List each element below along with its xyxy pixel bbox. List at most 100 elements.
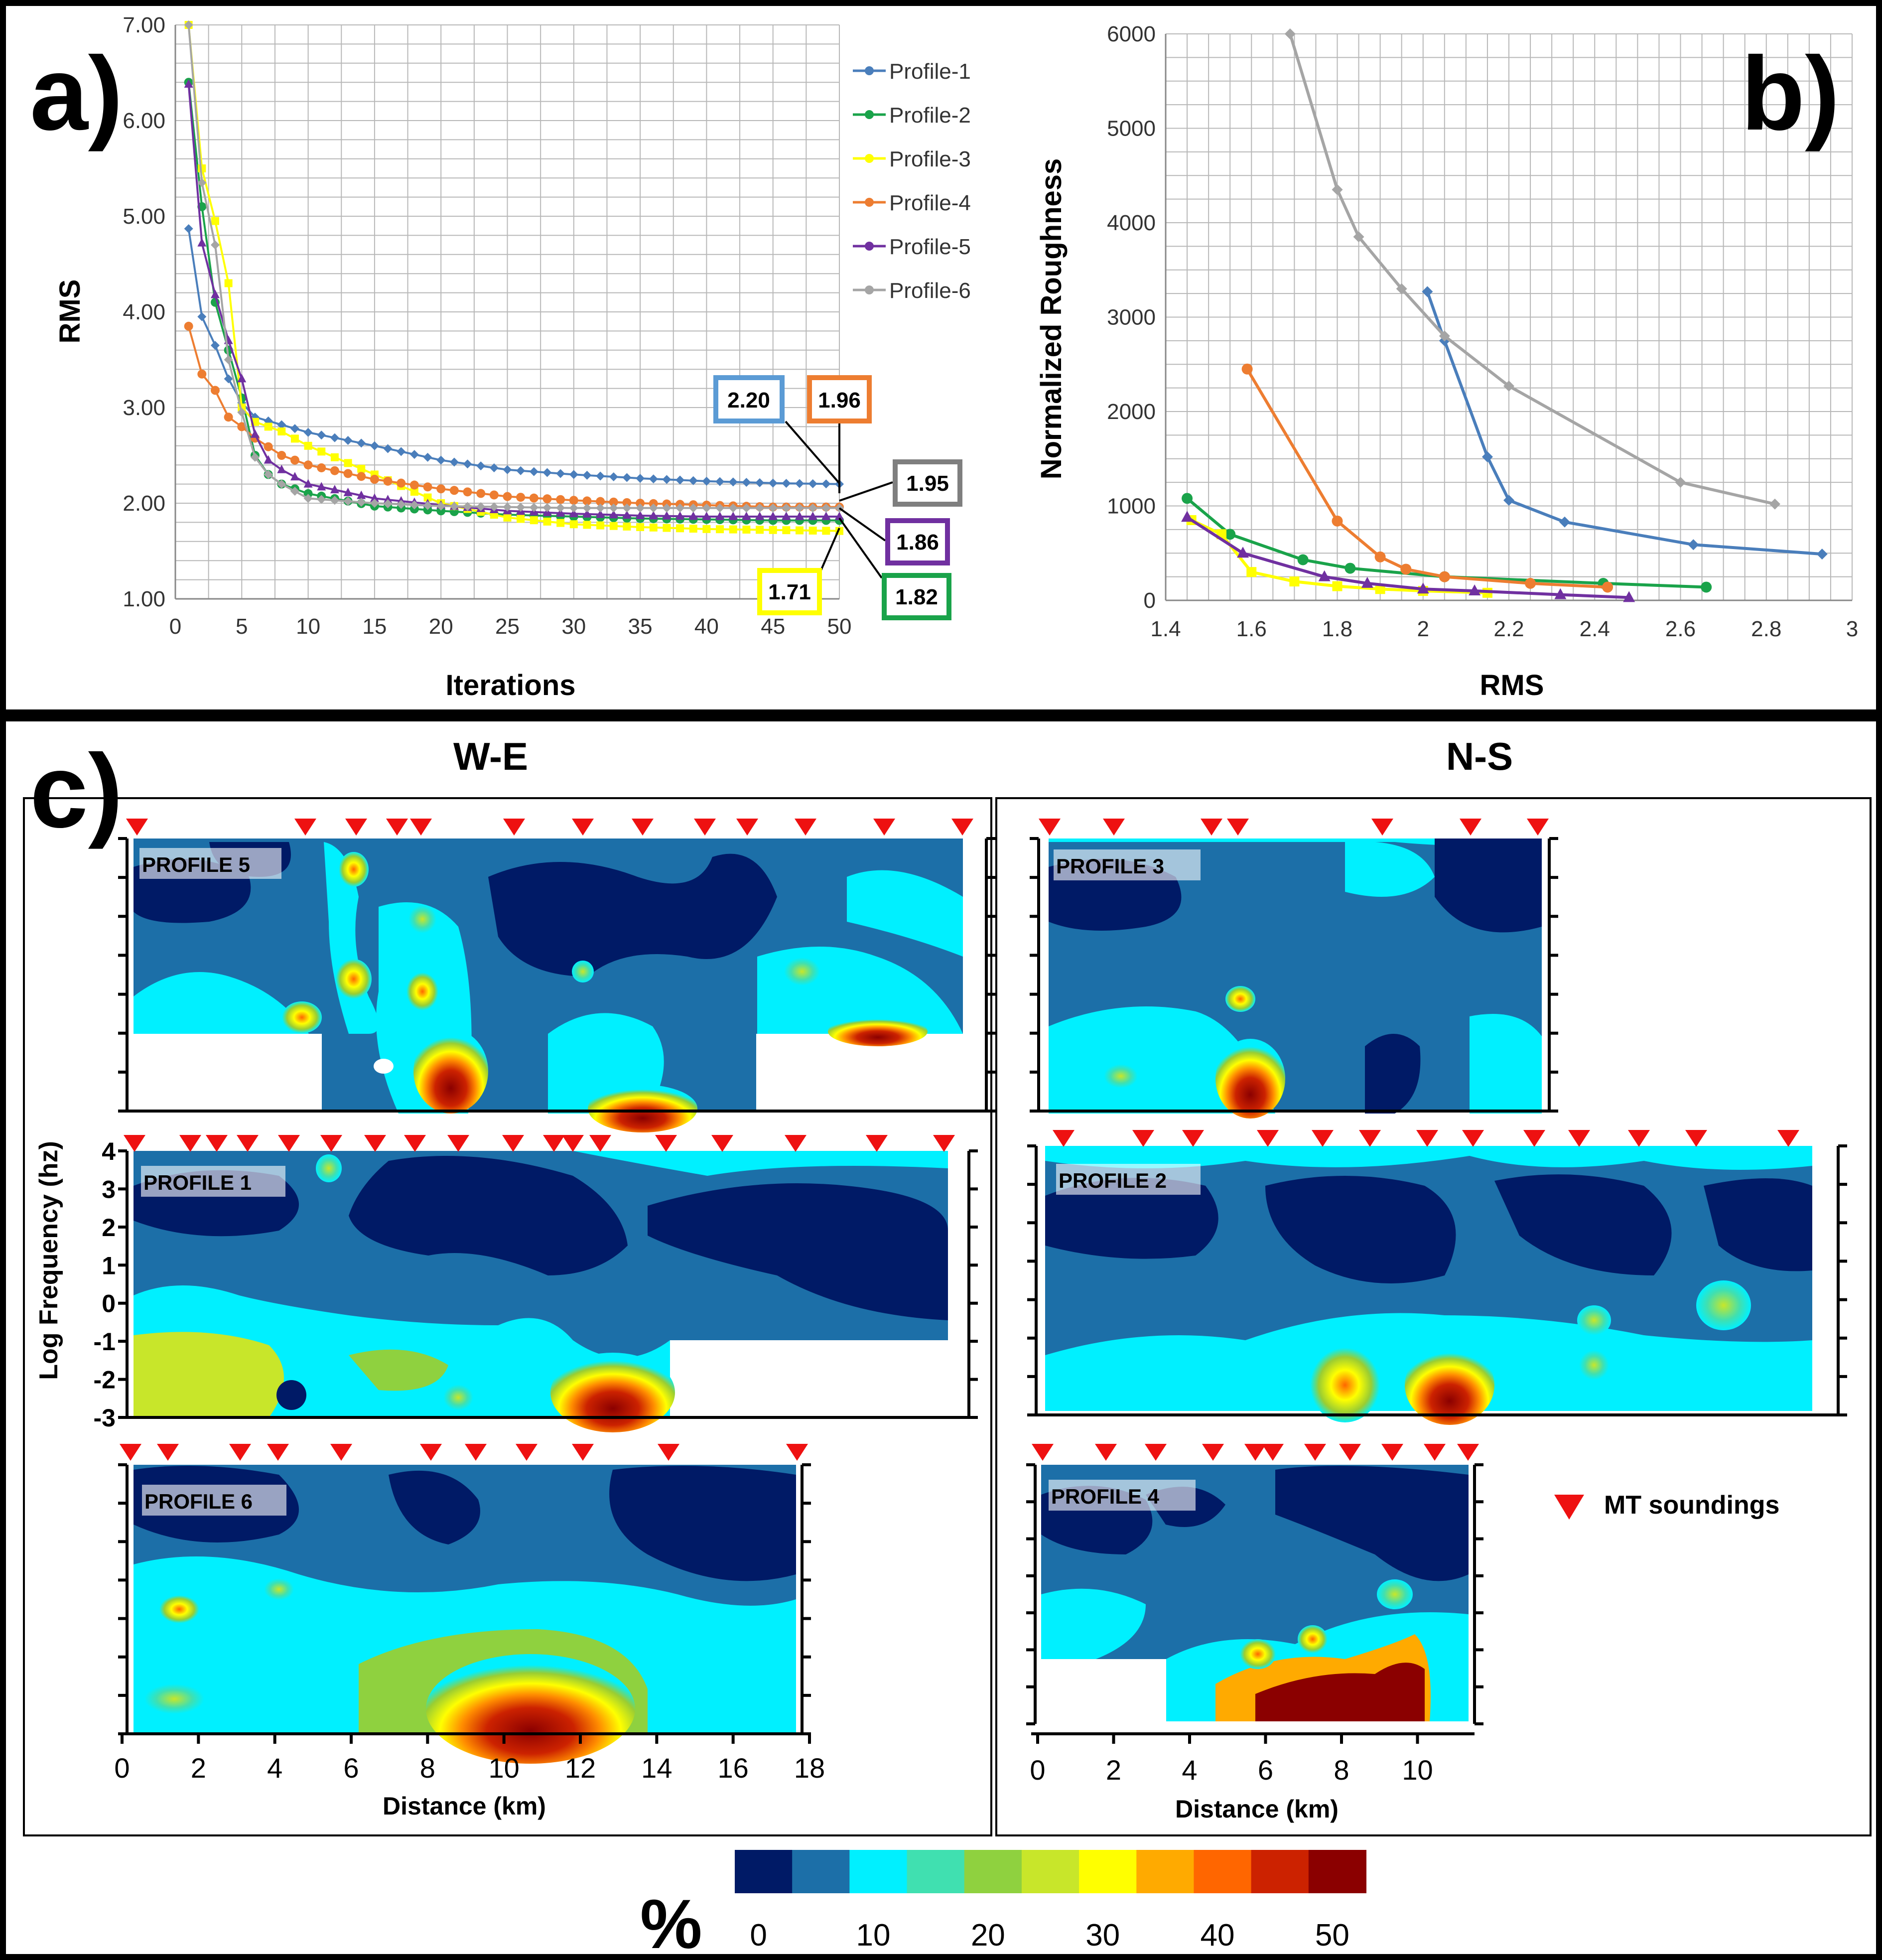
freq-tick-label: -3 <box>94 1404 116 1432</box>
mt-sounding-marker <box>933 1135 955 1152</box>
series-point <box>516 493 526 502</box>
colorbar: 0 10 20 30 40 50 <box>735 1850 1366 1953</box>
series-point <box>1284 28 1296 39</box>
series-point <box>742 525 751 534</box>
series-point <box>542 468 552 477</box>
series-point <box>357 472 366 481</box>
colorbar-tick-label: 40 <box>1201 1918 1235 1953</box>
mt-sounding-marker <box>267 1444 289 1461</box>
mt-sounding-marker <box>124 1135 145 1152</box>
annotation-profile1: 2.20 <box>713 375 840 484</box>
distance-tick-label: 0 <box>1030 1754 1045 1786</box>
mt-sounding-marker <box>1182 1130 1204 1147</box>
y-tick-label: 3.00 <box>123 396 165 420</box>
annotation-196: 1.96 <box>818 388 861 413</box>
profile-1-title: PROFILE 1 <box>143 1171 252 1194</box>
series-point <box>1241 363 1253 375</box>
series-point <box>303 479 313 488</box>
series-point <box>821 479 831 489</box>
series-point <box>264 442 273 451</box>
bottom-frame <box>0 715 1882 1960</box>
mt-sounding-marker <box>404 1135 426 1152</box>
mt-sounding-marker <box>237 1135 259 1152</box>
series-point <box>702 511 711 520</box>
series-point <box>569 509 578 518</box>
series-point <box>277 427 286 435</box>
series-point <box>702 503 711 513</box>
mt-sounding-marker <box>785 1135 807 1152</box>
series-point <box>224 355 233 364</box>
colorbar-swatch <box>964 1850 1022 1893</box>
series-point <box>649 474 658 484</box>
legend-label: Profile-3 <box>889 147 971 171</box>
series-point <box>449 502 459 511</box>
series-point <box>383 476 393 486</box>
series-point <box>742 478 751 487</box>
series-point <box>636 474 645 483</box>
colorbar-tick-label: 20 <box>971 1918 1005 1953</box>
x-tick-label: 2.4 <box>1580 617 1610 641</box>
left-distance-label: Distance (km) <box>383 1792 546 1820</box>
series-point <box>1332 581 1343 591</box>
x-tick-label: 45 <box>761 614 785 639</box>
series-point <box>835 511 844 520</box>
mt-sounding-marker <box>1628 1130 1650 1147</box>
series-point <box>436 455 446 465</box>
series-point <box>290 434 299 443</box>
y-tick-label: 5.00 <box>123 204 165 229</box>
y-tick-label: 7.00 <box>123 13 165 37</box>
panel-a-label: a) <box>30 35 123 152</box>
profile-6-title: PROFILE 6 <box>144 1490 253 1513</box>
annotation-profile6: 1.95 <box>839 459 962 507</box>
series-point <box>357 490 366 499</box>
distance-tick-label: 14 <box>641 1752 672 1784</box>
series-point <box>609 503 618 513</box>
series-point <box>383 444 393 453</box>
series-point <box>768 478 778 488</box>
mt-sounding-marker <box>206 1135 228 1152</box>
series-point <box>1396 283 1407 294</box>
panel-b-roughness-vs-rms: 1.4 1.6 1.8 2 2.2 2.4 2.6 2.8 3 0 1000 2000 3000 4000… <box>1035 22 1858 701</box>
series-point <box>410 487 418 496</box>
series-point <box>330 433 339 442</box>
mt-sounding-marker <box>1568 1130 1590 1147</box>
series-point <box>423 493 432 502</box>
series-point <box>397 447 406 456</box>
section-profile-5: PROFILE 5 <box>134 839 965 1132</box>
panel-b-axes: 1.4 1.6 1.8 2 2.2 2.4 2.6 2.8 3 0 1000 2000 3000 4000… <box>1107 22 1858 641</box>
series-point <box>1246 567 1257 577</box>
series-point <box>715 503 725 513</box>
mt-sounding-marker <box>345 819 367 836</box>
annotation-182: 1.82 <box>895 585 938 609</box>
series-point <box>1374 551 1386 562</box>
series-point <box>423 501 432 510</box>
series-point <box>330 485 339 494</box>
y-tick-label: 4000 <box>1107 211 1156 235</box>
annotation-profile4: 1.96 <box>807 375 872 493</box>
series-point <box>1237 547 1249 558</box>
mt-sounding-marker <box>1053 1130 1075 1147</box>
series-point <box>1469 584 1481 596</box>
series-point <box>715 477 725 486</box>
legend-marker <box>865 198 874 207</box>
profile-2-title: PROFILE 2 <box>1059 1169 1167 1192</box>
distance-tick-label: 0 <box>114 1752 130 1784</box>
mt-sounding-marker <box>410 819 432 836</box>
mt-sounding-marker <box>1145 1444 1167 1461</box>
series-point <box>609 510 618 519</box>
x-tick-label: 40 <box>694 614 719 639</box>
annotation-195: 1.95 <box>906 471 949 496</box>
series-point <box>1439 571 1450 582</box>
x-tick-label: 1.6 <box>1236 617 1267 641</box>
x-tick-label: 2.6 <box>1665 617 1696 641</box>
freq-tick-label: 2 <box>102 1214 116 1242</box>
series-point <box>383 495 393 504</box>
freq-tick-label: 0 <box>102 1290 116 1318</box>
mt-sounding-marker <box>420 1444 442 1461</box>
series-point <box>476 489 486 498</box>
y-tick-label: 2000 <box>1107 400 1156 424</box>
distance-tick-label: 8 <box>1334 1754 1349 1786</box>
series-point <box>317 482 326 491</box>
panel-c-resolution-sections: c) W-E N-S <box>23 732 1872 1960</box>
